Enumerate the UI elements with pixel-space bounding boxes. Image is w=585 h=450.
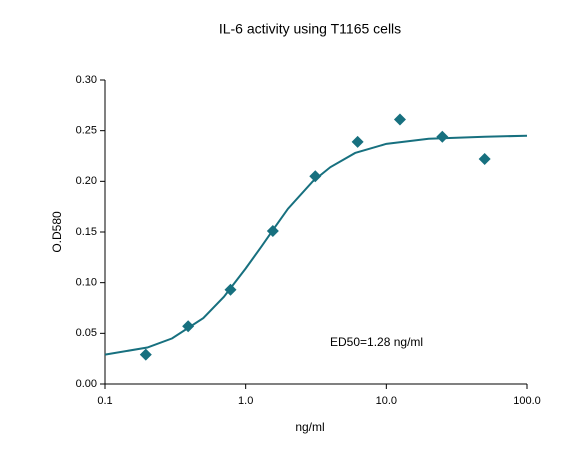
chart-title: IL-6 activity using T1165 cells [219, 21, 401, 37]
x-tick-label: 1.0 [238, 395, 253, 407]
data-point [309, 170, 322, 183]
y-tick-label: 0.25 [76, 125, 97, 137]
x-tick-label: 100.0 [513, 395, 541, 407]
y-tick-label: 0.05 [76, 327, 97, 339]
data-point [351, 135, 364, 148]
y-tick-label: 0.20 [76, 175, 97, 187]
x-axis-label: ng/ml [295, 420, 324, 434]
x-tick-label: 0.1 [97, 395, 112, 407]
y-tick-label: 0.00 [76, 378, 97, 390]
x-tick-label: 10.0 [376, 395, 397, 407]
y-tick-label: 0.10 [76, 277, 97, 289]
annotation: ED50=1.28 ng/ml [330, 335, 423, 349]
data-point [436, 130, 449, 143]
y-tick-label: 0.30 [76, 74, 97, 86]
y-tick-label: 0.15 [76, 226, 97, 238]
data-point [478, 153, 491, 166]
y-axis-label: O.D580 [50, 211, 64, 253]
data-point [139, 348, 152, 361]
fit-curve [104, 134, 528, 356]
data-point [393, 113, 406, 126]
